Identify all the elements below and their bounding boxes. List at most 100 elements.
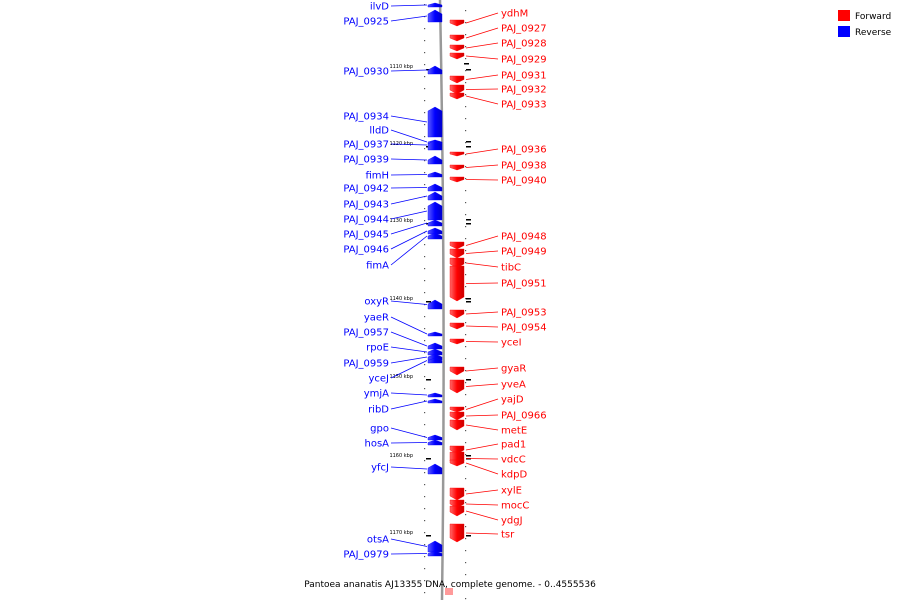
forward-gene-label[interactable]: PAJ_0933 (501, 100, 547, 111)
reverse-gene-arrow[interactable] (428, 202, 442, 220)
forward-gene-arrow[interactable] (450, 242, 464, 249)
forward-gene-label[interactable]: mocC (501, 501, 529, 512)
forward-gene-label[interactable]: pad1 (501, 440, 526, 451)
forward-gene-arrow[interactable] (450, 524, 464, 542)
forward-gene-label[interactable]: tsr (501, 530, 515, 541)
reverse-gene-label[interactable]: fimA (366, 261, 389, 272)
reverse-gene-arrow[interactable] (428, 66, 442, 74)
forward-gene-label[interactable]: yveA (501, 380, 526, 391)
reverse-gene-arrow[interactable] (428, 440, 442, 445)
forward-gene-arrow[interactable] (450, 152, 464, 156)
forward-gene-label[interactable]: PAJ_0932 (501, 85, 547, 96)
gene-labels: ilvD PAJ_0925 PAJ_0930 PAJ_0934 lldD PAJ_0937… (343, 2, 546, 561)
forward-gene-label[interactable]: PAJ_0949 (501, 247, 547, 258)
forward-gene-arrow[interactable] (450, 177, 464, 182)
forward-gene-arrow[interactable] (450, 380, 464, 393)
forward-gene-label[interactable]: ydhM (501, 9, 528, 20)
forward-gene-label[interactable]: yceI (501, 338, 522, 349)
reverse-gene-label[interactable]: PAJ_0957 (343, 328, 389, 339)
reverse-gene-arrow[interactable] (428, 107, 442, 137)
forward-gene-label[interactable]: ydgJ (501, 516, 523, 527)
forward-gene-arrow[interactable] (450, 339, 464, 344)
reverse-gene-label[interactable]: ymjA (364, 389, 389, 400)
forward-gene-label[interactable]: gyaR (501, 364, 526, 375)
reverse-gene-label[interactable]: yaeR (364, 313, 389, 324)
reverse-gene-label[interactable]: yfcJ (371, 463, 389, 474)
reverse-gene-label[interactable]: PAJ_0943 (343, 200, 389, 211)
reverse-gene-label[interactable]: PAJ_0946 (343, 245, 389, 256)
forward-gene-arrow[interactable] (450, 45, 464, 51)
reverse-gene-arrow[interactable] (428, 343, 442, 349)
forward-gene-label[interactable]: PAJ_0936 (501, 145, 547, 156)
forward-gene-arrow[interactable] (450, 407, 464, 412)
reverse-gene-arrow[interactable] (428, 156, 442, 164)
forward-gene-label[interactable]: yajD (501, 395, 524, 406)
reverse-gene-label[interactable]: ilvD (370, 2, 389, 13)
forward-gene-arrow[interactable] (450, 266, 464, 301)
reverse-gene-label[interactable]: yceJ (368, 374, 389, 385)
reverse-gene-label[interactable]: PAJ_0944 (343, 215, 389, 226)
reverse-gene-label[interactable]: PAJ_0939 (343, 155, 389, 166)
forward-gene-label[interactable]: PAJ_0953 (501, 308, 547, 319)
reverse-gene-label[interactable]: PAJ_0942 (343, 184, 389, 195)
reverse-gene-label[interactable]: PAJ_0937 (343, 140, 389, 151)
reverse-gene-arrow[interactable] (428, 399, 442, 403)
forward-gene-label[interactable]: PAJ_0951 (501, 279, 547, 290)
forward-gene-arrow[interactable] (450, 488, 464, 500)
reverse-gene-arrow[interactable] (428, 464, 442, 474)
reverse-gene-label[interactable]: oxyR (364, 297, 389, 308)
reverse-gene-label[interactable]: rpoE (366, 343, 389, 354)
reverse-gene-label[interactable]: gpo (370, 424, 389, 435)
forward-gene-arrow[interactable] (450, 85, 464, 94)
reverse-gene-label[interactable]: ribD (368, 405, 389, 416)
forward-gene-label[interactable]: kdpD (501, 470, 527, 481)
forward-gene-label[interactable]: tibC (501, 263, 521, 274)
forward-gene-label[interactable]: metE (501, 426, 527, 437)
reverse-gene-label[interactable]: otsA (367, 535, 389, 546)
forward-gene-label[interactable]: PAJ_0948 (501, 232, 547, 243)
reverse-gene-arrow[interactable] (428, 220, 442, 226)
forward-gene-label[interactable]: xylE (501, 486, 522, 497)
forward-gene-arrow[interactable] (450, 412, 464, 420)
reverse-gene-label[interactable]: lldD (369, 126, 389, 137)
forward-gene-label[interactable]: PAJ_0938 (501, 161, 547, 172)
forward-gene-label[interactable]: vdcC (501, 455, 526, 466)
reverse-gene-label[interactable]: PAJ_0945 (343, 230, 389, 241)
forward-gene-label[interactable]: PAJ_0940 (501, 176, 547, 187)
forward-gene-arrow[interactable] (450, 420, 464, 430)
forward-gene-label[interactable]: PAJ_0929 (501, 55, 547, 66)
forward-gene-arrow[interactable] (450, 93, 464, 99)
forward-gene-arrow[interactable] (450, 323, 464, 329)
forward-gene-label[interactable]: PAJ_0954 (501, 323, 547, 334)
forward-gene-arrow[interactable] (450, 310, 464, 318)
forward-gene-arrow[interactable] (450, 35, 464, 41)
forward-gene-arrow[interactable] (450, 460, 464, 466)
forward-gene-arrow[interactable] (450, 20, 464, 26)
forward-gene-arrow[interactable] (450, 506, 464, 516)
reverse-gene-label[interactable]: PAJ_0925 (343, 17, 389, 28)
reverse-gene-arrow[interactable] (428, 541, 442, 552)
reverse-gene-arrow[interactable] (428, 184, 442, 191)
guide-dot (465, 478, 466, 479)
forward-gene-arrow[interactable] (450, 76, 464, 83)
guide-dot (424, 496, 425, 497)
reverse-gene-label[interactable]: PAJ_0930 (343, 67, 389, 78)
reverse-gene-arrow[interactable] (428, 192, 442, 200)
reverse-gene-label[interactable]: fimH (365, 171, 389, 182)
reverse-gene-label[interactable]: PAJ_0979 (343, 550, 389, 561)
forward-gene-arrow[interactable] (450, 165, 464, 170)
reverse-gene-arrow[interactable] (428, 332, 442, 336)
reverse-gene-label[interactable]: PAJ_0959 (343, 359, 389, 370)
forward-gene-arrow[interactable] (450, 249, 464, 258)
forward-gene-label[interactable]: PAJ_0966 (501, 411, 547, 422)
forward-gene-label[interactable]: PAJ_0927 (501, 24, 547, 35)
reverse-gene-label[interactable]: hosA (364, 439, 389, 450)
reverse-gene-arrow[interactable] (428, 393, 442, 397)
forward-gene-arrow[interactable] (450, 53, 464, 59)
forward-gene-arrow[interactable] (450, 367, 464, 375)
reverse-gene-label[interactable]: PAJ_0934 (343, 112, 389, 123)
reverse-gene-arrow[interactable] (428, 172, 442, 177)
forward-gene-label[interactable]: PAJ_0931 (501, 71, 547, 82)
reverse-gene-arrow[interactable] (428, 435, 442, 440)
forward-gene-label[interactable]: PAJ_0928 (501, 39, 547, 50)
